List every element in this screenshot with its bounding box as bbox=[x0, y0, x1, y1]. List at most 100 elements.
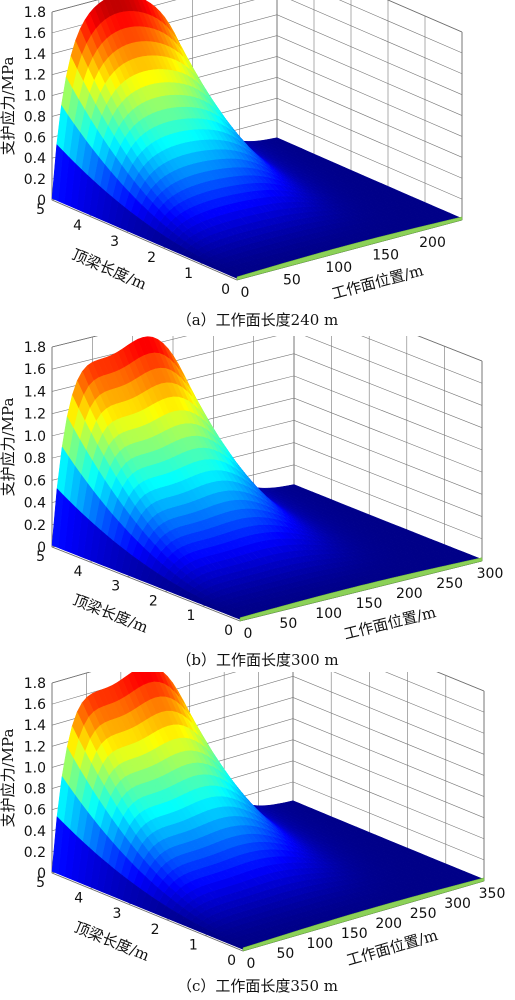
surface-patch bbox=[154, 672, 165, 684]
tick-labels: 00.20.40.60.81.01.21.41.61.8050100150200… bbox=[24, 5, 446, 301]
x-tick-label: 200 bbox=[396, 586, 423, 602]
x-tick-label: 200 bbox=[375, 916, 402, 932]
z-axis-label: 支护应力/MPa bbox=[0, 57, 17, 156]
y-axis-label: 顶梁长度/m bbox=[70, 591, 150, 637]
z-gridline bbox=[51, 336, 483, 362]
z-tick-label: 1.4 bbox=[24, 384, 46, 400]
y-tick-label: 4 bbox=[73, 218, 82, 234]
x-tick-label: 50 bbox=[279, 616, 297, 632]
surface bbox=[51, 672, 485, 952]
y-tick-label: 2 bbox=[149, 593, 158, 609]
x-tick-label: 150 bbox=[356, 596, 383, 612]
tick-labels: 00.20.40.60.81.01.21.41.61.8050100150200… bbox=[24, 340, 504, 642]
y-tick-label: 3 bbox=[111, 579, 120, 595]
chart-panel-c: 0 0.2 0.4 0.6 0.8 1.0 1.2 1.4 1.6 1.8 0 50 100 150 200… bbox=[0, 672, 515, 1000]
z-tick-label: 0.8 bbox=[24, 109, 46, 125]
y-tick-label: 3 bbox=[110, 234, 119, 250]
z-tick-label: 0 bbox=[37, 866, 46, 882]
y-tick-label: 3 bbox=[112, 906, 121, 922]
surface-front-edge bbox=[242, 877, 485, 952]
z-tick-label: 1.0 bbox=[24, 760, 46, 776]
x-tick-label: 0 bbox=[241, 285, 250, 301]
z-tick-label: 1.4 bbox=[24, 718, 46, 734]
x-tick-label: 150 bbox=[341, 926, 368, 942]
y-tick-label: 1 bbox=[184, 266, 193, 282]
z-tick-label: 0.6 bbox=[24, 130, 46, 146]
y-axis-label: 顶梁长度/m bbox=[69, 245, 149, 293]
box-top-edge-left bbox=[51, 0, 99, 13]
z-tick-label: 0.6 bbox=[24, 803, 46, 819]
z-tick-label: 1.6 bbox=[24, 362, 46, 378]
z-tick-label: 1.8 bbox=[24, 340, 46, 356]
y-tick-label: 0 bbox=[224, 623, 233, 639]
x-tick-label: 100 bbox=[315, 606, 342, 622]
x-tick-label: 100 bbox=[306, 936, 333, 952]
x-tick-label: 250 bbox=[436, 576, 463, 592]
y-axis-label: 顶梁长度/m bbox=[72, 918, 152, 965]
surface-chart-b: 00.20.40.60.81.01.21.41.61.8050100150200… bbox=[0, 336, 504, 643]
chart-panel-b: 0 0.2 0.4 0.6 0.8 1.0 1.2 1.4 1.6 1.8 0 50 100 150 200… bbox=[0, 336, 515, 672]
y-tick-label: 1 bbox=[186, 608, 195, 624]
y-tick-label: 4 bbox=[74, 564, 83, 580]
z-tick-label: 0.2 bbox=[24, 845, 46, 861]
surface-chart-c: 00.20.40.60.81.01.21.41.61.8050100150200… bbox=[0, 672, 506, 972]
x-tick-label: 300 bbox=[477, 566, 504, 582]
z-tick-label: 1.0 bbox=[24, 89, 46, 105]
x-tick-label: 300 bbox=[444, 896, 471, 912]
y-tick-label: 1 bbox=[189, 937, 198, 953]
z-axis-label: 支护应力/MPa bbox=[0, 729, 17, 828]
z-tick-label: 1.8 bbox=[24, 676, 46, 692]
x-tick-label: 150 bbox=[372, 248, 399, 264]
z-tick-label: 1.2 bbox=[24, 739, 46, 755]
z-tick-label: 0.4 bbox=[24, 824, 46, 840]
x-tick-label: 50 bbox=[277, 946, 295, 962]
surface-patch bbox=[51, 816, 64, 875]
tick-labels: 00.20.40.60.81.01.21.41.61.8050100150200… bbox=[24, 676, 506, 972]
caption-a: （a）工作面长度240 m bbox=[176, 311, 339, 329]
y-tick-label: 0 bbox=[221, 282, 230, 298]
z-tick-label: 1.2 bbox=[24, 68, 46, 84]
caption-b: （b）工作面长度300 m bbox=[176, 651, 339, 669]
caption-c: （c）工作面长度350 m bbox=[176, 977, 339, 995]
x-tick-label: 100 bbox=[325, 260, 352, 276]
z-tick-label: 0 bbox=[37, 193, 46, 209]
z-tick-label: 1.2 bbox=[24, 407, 46, 423]
surface-patch bbox=[51, 143, 64, 202]
y-tick-label: 5 bbox=[36, 202, 45, 218]
chart-panel-a: 0 0.2 0.4 0.6 0.8 1.0 1.2 1.4 1.6 1.8 0 50 100 150 200… bbox=[0, 0, 515, 336]
box-top-edge-left bbox=[51, 672, 92, 684]
y-tick-label: 0 bbox=[227, 953, 236, 969]
z-tick-label: 1.6 bbox=[24, 26, 46, 42]
surface-patch bbox=[51, 488, 64, 549]
z-tick-label: 0.8 bbox=[24, 451, 46, 467]
x-tick-label: 350 bbox=[479, 886, 506, 902]
surface-front-edge bbox=[236, 216, 463, 281]
surface-patch bbox=[149, 672, 160, 682]
x-tick-label: 250 bbox=[410, 906, 437, 922]
z-gridline bbox=[51, 0, 463, 33]
z-tick-label: 1.6 bbox=[24, 697, 46, 713]
box-top-edge-right bbox=[417, 336, 483, 362]
z-tick-label: 1.4 bbox=[24, 47, 46, 63]
surface-front-edge bbox=[239, 557, 483, 622]
x-tick-label: 0 bbox=[247, 956, 256, 972]
surface-chart-a: 00.20.40.60.81.01.21.41.61.8050100150200… bbox=[0, 0, 463, 303]
z-tick-label: 0.2 bbox=[24, 518, 46, 534]
x-tick-label: 200 bbox=[419, 235, 446, 251]
surface bbox=[51, 0, 463, 281]
y-tick-label: 2 bbox=[147, 250, 156, 266]
surface bbox=[51, 336, 483, 622]
y-tick-label: 2 bbox=[151, 922, 160, 938]
z-tick-label: 1.8 bbox=[24, 5, 46, 21]
z-tick-label: 0.2 bbox=[24, 172, 46, 188]
y-tick-label: 5 bbox=[36, 875, 45, 891]
z-axis-label: 支护应力/MPa bbox=[0, 398, 17, 497]
x-tick-label: 0 bbox=[244, 626, 253, 642]
box-top-edge-right bbox=[386, 0, 463, 33]
z-tick-label: 0.8 bbox=[24, 782, 46, 798]
y-tick-label: 4 bbox=[74, 891, 83, 907]
z-tick-label: 0.4 bbox=[24, 151, 46, 167]
z-tick-label: 0.6 bbox=[24, 473, 46, 489]
z-tick-label: 0.4 bbox=[24, 496, 46, 512]
x-tick-label: 50 bbox=[283, 273, 301, 289]
